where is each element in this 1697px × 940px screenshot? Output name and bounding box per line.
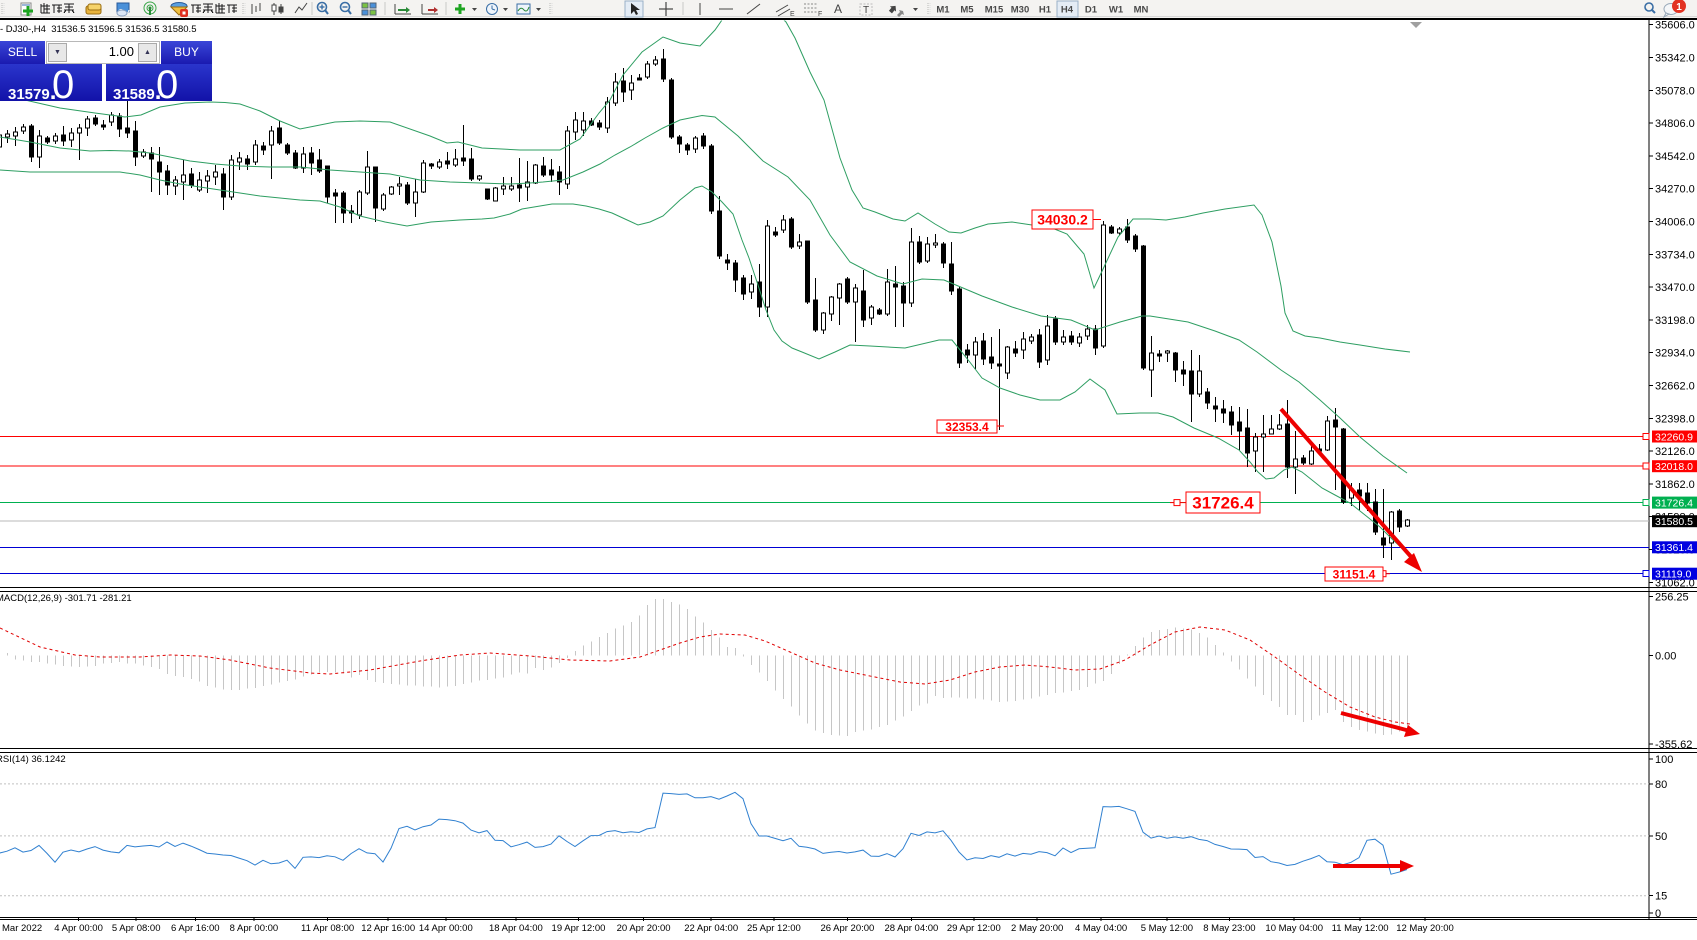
svg-text:1: 1 xyxy=(1676,2,1682,13)
svg-text:8 May 23:00: 8 May 23:00 xyxy=(1203,923,1255,934)
svg-text:5 Apr 08:00: 5 Apr 08:00 xyxy=(112,923,161,934)
svg-text:34030.2: 34030.2 xyxy=(1037,212,1088,228)
svg-text:12 May 20:00: 12 May 20:00 xyxy=(1396,923,1454,934)
svg-text:33734.0: 33734.0 xyxy=(1655,249,1695,261)
svg-text:34006.0: 34006.0 xyxy=(1655,217,1695,229)
svg-text:8 Apr 00:00: 8 Apr 00:00 xyxy=(230,923,279,934)
svg-text:32934.0: 32934.0 xyxy=(1655,348,1695,360)
svg-text:RSI(14) 36.1242: RSI(14) 36.1242 xyxy=(0,754,66,765)
svg-text:33198.0: 33198.0 xyxy=(1655,315,1695,327)
svg-text:22 Apr 04:00: 22 Apr 04:00 xyxy=(684,923,738,934)
svg-text:31062.0: 31062.0 xyxy=(1655,577,1695,589)
svg-text:-355.62: -355.62 xyxy=(1655,739,1692,751)
svg-text:100: 100 xyxy=(1655,754,1673,766)
svg-text:29 Apr 12:00: 29 Apr 12:00 xyxy=(947,923,1001,934)
svg-text:M30: M30 xyxy=(1011,5,1029,16)
svg-text:80: 80 xyxy=(1655,779,1667,791)
svg-text:33470.0: 33470.0 xyxy=(1655,282,1695,294)
svg-text:M15: M15 xyxy=(985,5,1004,16)
svg-text:20 Apr 20:00: 20 Apr 20:00 xyxy=(617,923,671,934)
svg-text:D1: D1 xyxy=(1085,5,1098,16)
svg-text:6 Apr 16:00: 6 Apr 16:00 xyxy=(171,923,220,934)
svg-text:Mar 2022: Mar 2022 xyxy=(2,923,42,934)
svg-text:26 Apr 20:00: 26 Apr 20:00 xyxy=(820,923,874,934)
svg-text:34806.0: 34806.0 xyxy=(1655,118,1695,130)
svg-text:35606.0: 35606.0 xyxy=(1655,20,1695,32)
svg-text:- DJ30-,H4 31536.5 31596.5 31: - DJ30-,H4 31536.5 31596.5 31536.5 31580… xyxy=(0,24,197,35)
svg-text:25 Apr 12:00: 25 Apr 12:00 xyxy=(747,923,801,934)
svg-text:4 May 04:00: 4 May 04:00 xyxy=(1075,923,1127,934)
svg-text:31726.4: 31726.4 xyxy=(1192,494,1254,513)
svg-text:31862.0: 31862.0 xyxy=(1655,479,1695,491)
svg-text:32018.0: 32018.0 xyxy=(1655,461,1693,473)
svg-text:14 Apr 00:00: 14 Apr 00:00 xyxy=(419,923,473,934)
svg-text:31361.4: 31361.4 xyxy=(1655,542,1693,554)
svg-text:MN: MN xyxy=(1134,5,1149,16)
svg-text:32126.0: 32126.0 xyxy=(1655,446,1695,458)
svg-text:50: 50 xyxy=(1655,831,1667,843)
svg-text:35078.0: 35078.0 xyxy=(1655,85,1695,97)
svg-text:19 Apr 12:00: 19 Apr 12:00 xyxy=(552,923,606,934)
svg-text:12 Apr 16:00: 12 Apr 16:00 xyxy=(361,923,415,934)
svg-text:31726.4: 31726.4 xyxy=(1655,497,1693,509)
svg-text:11 Apr 08:00: 11 Apr 08:00 xyxy=(301,923,354,934)
svg-text:0: 0 xyxy=(1655,908,1661,920)
svg-text:5 May 12:00: 5 May 12:00 xyxy=(1141,923,1193,934)
svg-text:31119.0: 31119.0 xyxy=(1655,569,1692,581)
svg-text:H4: H4 xyxy=(1061,5,1074,16)
svg-text:A: A xyxy=(834,2,842,16)
svg-text:32353.4: 32353.4 xyxy=(945,420,989,434)
svg-text:11 May 12:00: 11 May 12:00 xyxy=(1332,923,1389,934)
svg-text:0.00: 0.00 xyxy=(1655,651,1676,663)
svg-text:18 Apr 04:00: 18 Apr 04:00 xyxy=(489,923,543,934)
svg-text:32260.9: 32260.9 xyxy=(1655,431,1693,443)
svg-text:34270.0: 34270.0 xyxy=(1655,184,1695,196)
svg-text:E: E xyxy=(790,11,795,18)
svg-text:31580.5: 31580.5 xyxy=(1655,516,1693,528)
svg-text:M5: M5 xyxy=(960,5,974,16)
svg-text:MACD(12,26,9) -301.71 -281.21: MACD(12,26,9) -301.71 -281.21 xyxy=(0,593,132,604)
svg-text:W1: W1 xyxy=(1109,5,1124,16)
svg-text:35342.0: 35342.0 xyxy=(1655,53,1695,65)
svg-text:M1: M1 xyxy=(936,5,950,16)
svg-text:31151.4: 31151.4 xyxy=(1333,567,1376,581)
svg-text:15: 15 xyxy=(1655,891,1667,903)
svg-text:32398.0: 32398.0 xyxy=(1655,413,1695,425)
svg-text:256.25: 256.25 xyxy=(1655,591,1689,603)
svg-text:34542.0: 34542.0 xyxy=(1655,151,1695,163)
svg-text:10 May 04:00: 10 May 04:00 xyxy=(1265,923,1323,934)
svg-text:4 Apr 00:00: 4 Apr 00:00 xyxy=(54,923,103,934)
svg-text:32662.0: 32662.0 xyxy=(1655,381,1695,393)
svg-text:28 Apr 04:00: 28 Apr 04:00 xyxy=(884,923,938,934)
svg-text:F: F xyxy=(818,11,822,18)
svg-text:H1: H1 xyxy=(1039,5,1052,16)
svg-text:2 May 20:00: 2 May 20:00 xyxy=(1011,923,1063,934)
svg-text:T: T xyxy=(863,5,869,16)
